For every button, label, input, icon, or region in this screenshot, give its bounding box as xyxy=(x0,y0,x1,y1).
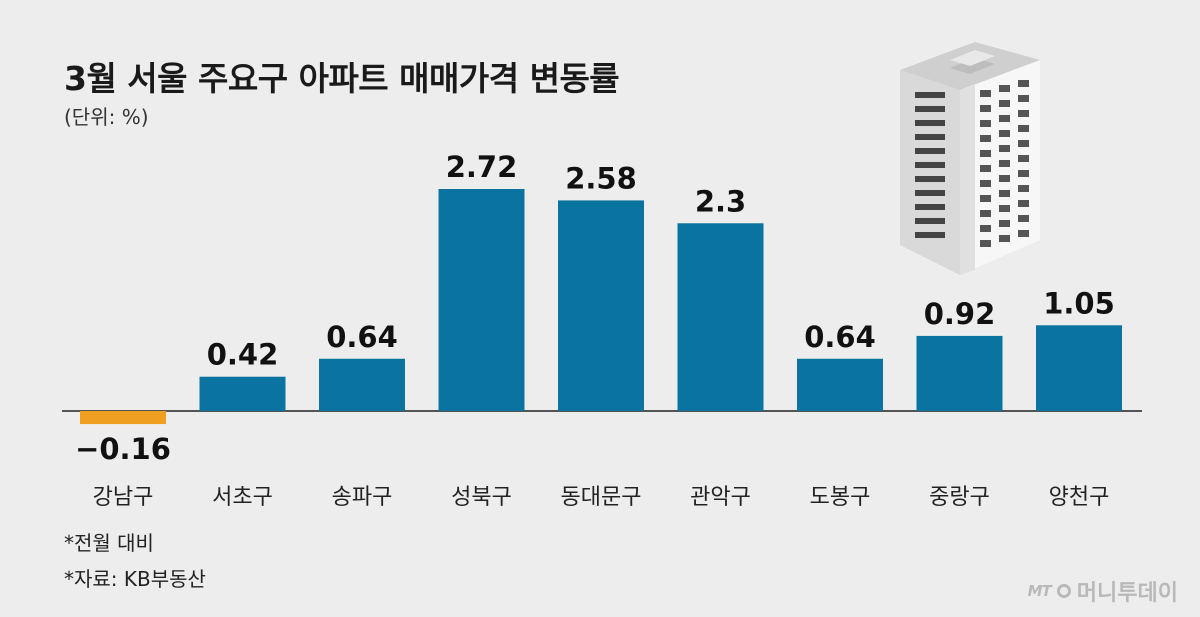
category-label: 양천구 xyxy=(1049,485,1110,510)
value-label: 0.42 xyxy=(207,338,279,372)
building-window xyxy=(1018,230,1029,237)
building-window xyxy=(980,195,991,202)
bar-서초구 xyxy=(199,376,286,411)
value-label: 2.72 xyxy=(446,150,518,184)
building-window xyxy=(999,190,1010,197)
bar-관악구 xyxy=(677,223,764,411)
building-window xyxy=(915,134,945,140)
building-window xyxy=(999,160,1010,167)
bar-송파구 xyxy=(319,358,405,411)
bar-강남구 xyxy=(80,411,166,425)
building-window xyxy=(980,105,991,112)
building-window xyxy=(999,115,1010,122)
building-window xyxy=(1018,140,1029,147)
category-label: 관악구 xyxy=(690,485,751,510)
building-window xyxy=(999,130,1010,137)
bar-동대문구 xyxy=(558,200,644,411)
value-label: 0.64 xyxy=(326,320,398,354)
category-label: 강남구 xyxy=(93,485,154,510)
building-window xyxy=(915,204,945,210)
bar-양천구 xyxy=(1036,325,1122,411)
building-window xyxy=(980,90,991,97)
footnote-basis: *전월 대비 xyxy=(64,531,154,555)
building-window xyxy=(980,210,991,217)
value-label: 1.05 xyxy=(1043,286,1115,320)
building-window xyxy=(1018,80,1029,87)
building-window xyxy=(915,148,945,154)
building-window xyxy=(980,180,991,187)
building-window xyxy=(1018,185,1029,192)
bar-성북구 xyxy=(438,189,525,411)
building-window xyxy=(915,162,945,168)
building-window xyxy=(1018,215,1029,222)
building-window xyxy=(1018,170,1029,177)
building-window xyxy=(1018,200,1029,207)
footnote-source: *자료: KB부동산 xyxy=(64,567,206,591)
building-window xyxy=(999,220,1010,227)
category-label: 서초구 xyxy=(212,485,273,510)
bar-중랑구 xyxy=(916,335,1003,411)
watermark-name: 머니투데이 xyxy=(1076,581,1178,606)
building-window xyxy=(980,165,991,172)
category-label: 도봉구 xyxy=(810,485,871,510)
building-window xyxy=(980,135,991,142)
chart-title: 3월 서울 주요구 아파트 매매가격 변동률 xyxy=(64,59,620,98)
building-window xyxy=(915,232,945,238)
building-window xyxy=(999,205,1010,212)
building-window xyxy=(999,100,1010,107)
building-window xyxy=(980,240,991,247)
value-label: 0.64 xyxy=(804,320,876,354)
value-label: 2.58 xyxy=(565,161,637,195)
building-window xyxy=(999,145,1010,152)
building-window xyxy=(1018,110,1029,117)
category-label: 송파구 xyxy=(332,485,393,510)
building-window xyxy=(915,120,945,126)
building-window xyxy=(980,225,991,232)
building-window xyxy=(999,175,1010,182)
building-window xyxy=(915,92,945,98)
building-window xyxy=(915,218,945,224)
bar-도봉구 xyxy=(797,358,883,411)
category-label: 성북구 xyxy=(451,485,512,510)
building-window xyxy=(1018,155,1029,162)
building-window xyxy=(980,150,991,157)
building-window xyxy=(1018,95,1029,102)
unit-label: (단위: %) xyxy=(64,105,149,129)
watermark-logo: MT xyxy=(1027,582,1052,600)
value-label: 0.92 xyxy=(924,297,996,331)
apartment-building-icon xyxy=(900,42,1040,275)
building-window xyxy=(980,120,991,127)
value-label: −0.16 xyxy=(75,432,171,466)
building-window xyxy=(999,235,1010,242)
building-window xyxy=(915,190,945,196)
watermark-circle-icon xyxy=(1056,584,1071,598)
value-label: 2.3 xyxy=(695,184,746,218)
building-window xyxy=(1018,125,1029,132)
building-window xyxy=(915,106,945,112)
category-label: 동대문구 xyxy=(561,485,642,510)
building-window xyxy=(999,85,1010,92)
category-label: 중랑구 xyxy=(929,485,990,510)
publisher-watermark: MT 머니투데이 xyxy=(1028,575,1178,607)
building-window xyxy=(915,176,945,182)
